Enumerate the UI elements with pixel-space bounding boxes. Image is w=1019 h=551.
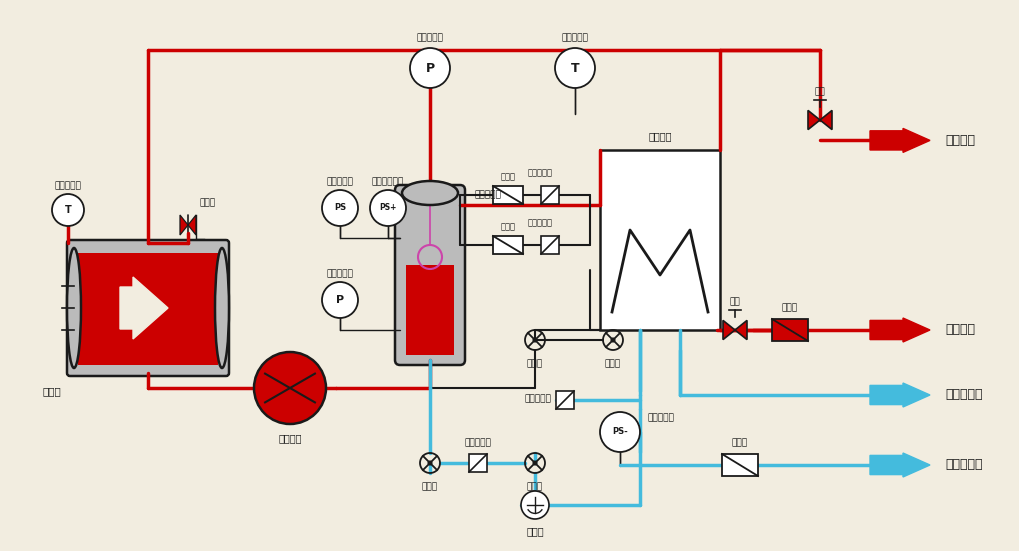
Circle shape	[610, 338, 614, 342]
Text: 低压限制器: 低压限制器	[647, 413, 675, 423]
Text: 压力显示器: 压力显示器	[416, 34, 443, 42]
Text: 球鄀: 球鄀	[729, 298, 740, 306]
Text: 单向鄀: 单向鄀	[527, 359, 542, 369]
Polygon shape	[869, 453, 929, 477]
Text: 冷却水入口: 冷却水入口	[944, 458, 981, 472]
FancyBboxPatch shape	[394, 185, 465, 365]
Text: 补水电磁鄀: 补水电磁鄀	[464, 439, 491, 447]
Polygon shape	[869, 318, 929, 342]
Circle shape	[410, 48, 449, 88]
Bar	[469, 454, 486, 472]
Bar	[540, 186, 558, 204]
FancyArrow shape	[120, 277, 168, 339]
Circle shape	[554, 48, 594, 88]
Text: 渢压阀: 渢压阀	[200, 198, 216, 208]
Text: 热媒回口: 热媒回口	[944, 323, 974, 337]
Text: 过滤器: 过滤器	[500, 172, 515, 181]
Text: 压力显示器: 压力显示器	[326, 269, 354, 278]
Circle shape	[254, 352, 326, 424]
Ellipse shape	[215, 248, 229, 368]
Text: PS+: PS+	[379, 203, 396, 213]
Text: 超高压限制器: 超高压限制器	[372, 177, 404, 186]
Text: 循环泵浦: 循环泵浦	[278, 433, 302, 443]
Circle shape	[533, 338, 536, 342]
Polygon shape	[807, 110, 819, 129]
Circle shape	[521, 491, 548, 519]
Text: 单向鄀: 单向鄀	[527, 483, 542, 491]
Text: 加热器: 加热器	[43, 386, 61, 396]
Text: 球鄀: 球鄀	[814, 88, 824, 96]
Text: 温度传感器: 温度传感器	[561, 34, 588, 42]
Text: 热交换器: 热交换器	[648, 131, 672, 141]
Polygon shape	[179, 215, 187, 235]
Text: 液位控制器: 液位控制器	[475, 191, 501, 199]
Text: P: P	[425, 62, 434, 74]
Text: T: T	[64, 205, 71, 215]
Text: 排气电磁鄀: 排气电磁鄀	[527, 169, 552, 177]
Text: 超温控制器: 超温控制器	[54, 181, 82, 191]
Polygon shape	[819, 110, 832, 129]
Bar	[406, 265, 453, 355]
Text: 单向鄀: 单向鄀	[604, 359, 621, 369]
Text: 单向鄀: 单向鄀	[422, 483, 437, 491]
Circle shape	[322, 282, 358, 318]
Polygon shape	[722, 320, 735, 339]
Bar	[771, 319, 807, 341]
Circle shape	[533, 461, 536, 465]
Bar	[77, 253, 218, 365]
Ellipse shape	[67, 248, 81, 368]
Text: P: P	[335, 295, 343, 305]
Text: 热媒出口: 热媒出口	[944, 134, 974, 147]
Circle shape	[52, 194, 84, 226]
Circle shape	[599, 412, 639, 452]
Polygon shape	[869, 383, 929, 407]
Text: PS: PS	[333, 203, 345, 213]
Bar	[555, 391, 574, 409]
Text: 冷却水出口: 冷却水出口	[944, 388, 981, 402]
Bar	[599, 150, 719, 330]
Bar	[540, 236, 558, 254]
Text: 冷却电磁鄀: 冷却电磁鄀	[524, 395, 550, 403]
Bar	[492, 236, 523, 254]
Circle shape	[322, 190, 358, 226]
Text: 过滤器: 过滤器	[782, 304, 797, 312]
FancyBboxPatch shape	[67, 240, 229, 376]
Text: T: T	[570, 62, 579, 74]
Polygon shape	[735, 320, 746, 339]
Text: 高压限制器: 高压限制器	[326, 177, 354, 186]
Text: 加压泵: 加压泵	[526, 526, 543, 536]
Polygon shape	[869, 128, 929, 153]
Text: PS-: PS-	[611, 428, 628, 436]
Ellipse shape	[401, 181, 458, 205]
Text: 过滤器: 过滤器	[500, 223, 515, 231]
Polygon shape	[187, 215, 196, 235]
Bar	[492, 186, 523, 204]
Circle shape	[428, 461, 432, 465]
Text: 过滤器: 过滤器	[732, 439, 747, 447]
Circle shape	[370, 190, 406, 226]
Bar	[721, 454, 757, 476]
Text: 渢压电磁鄀: 渢压电磁鄀	[527, 219, 552, 228]
